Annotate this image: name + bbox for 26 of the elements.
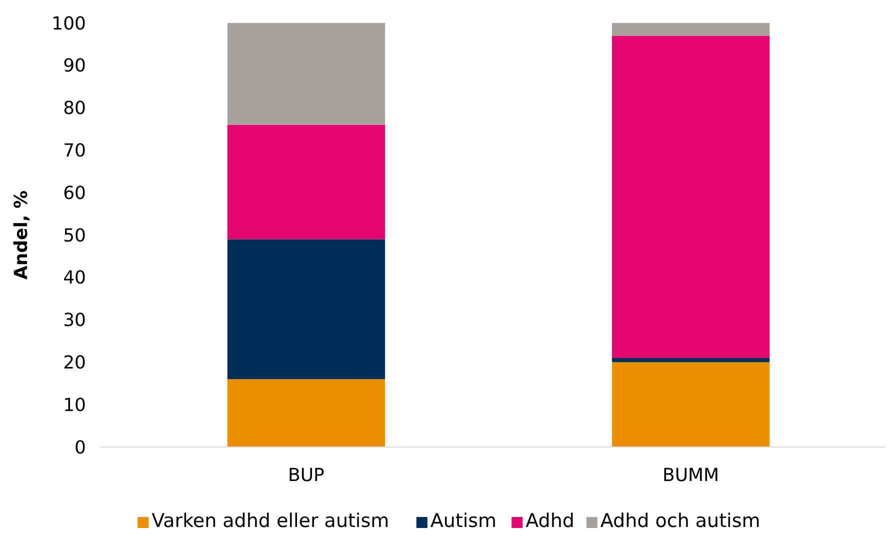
bar: [612, 358, 770, 362]
bar: [227, 239, 386, 380]
x-tick-label: BUMM: [662, 465, 720, 486]
y-tick-label: 10: [63, 394, 86, 416]
y-tick-label: 90: [63, 56, 86, 77]
bar: [612, 362, 770, 447]
y-tick-label: 100: [52, 13, 86, 34]
y-tick-label: 70: [63, 140, 86, 162]
legend-label: Adhd och autism: [600, 510, 760, 532]
y-tick-label: 0: [74, 437, 86, 458]
bar: [612, 36, 770, 358]
y-tick-label: 20: [63, 352, 86, 374]
y-axis-title: Andel, %: [11, 190, 32, 280]
bar: [227, 124, 386, 240]
bar: [612, 23, 770, 36]
y-tick-label: 60: [63, 182, 86, 204]
legend-label: Autism: [430, 510, 497, 532]
bar: [227, 23, 386, 125]
y-tick-label: 80: [63, 98, 86, 120]
y-tick-label: 50: [63, 225, 86, 246]
y-tick-label: 40: [63, 268, 86, 289]
bar: [227, 379, 386, 447]
legend-label: Adhd: [526, 510, 574, 532]
x-tick-label: BUP: [288, 465, 325, 486]
legend-label: Varken adhd eller autism: [152, 510, 390, 532]
y-tick-label: 30: [63, 310, 86, 332]
